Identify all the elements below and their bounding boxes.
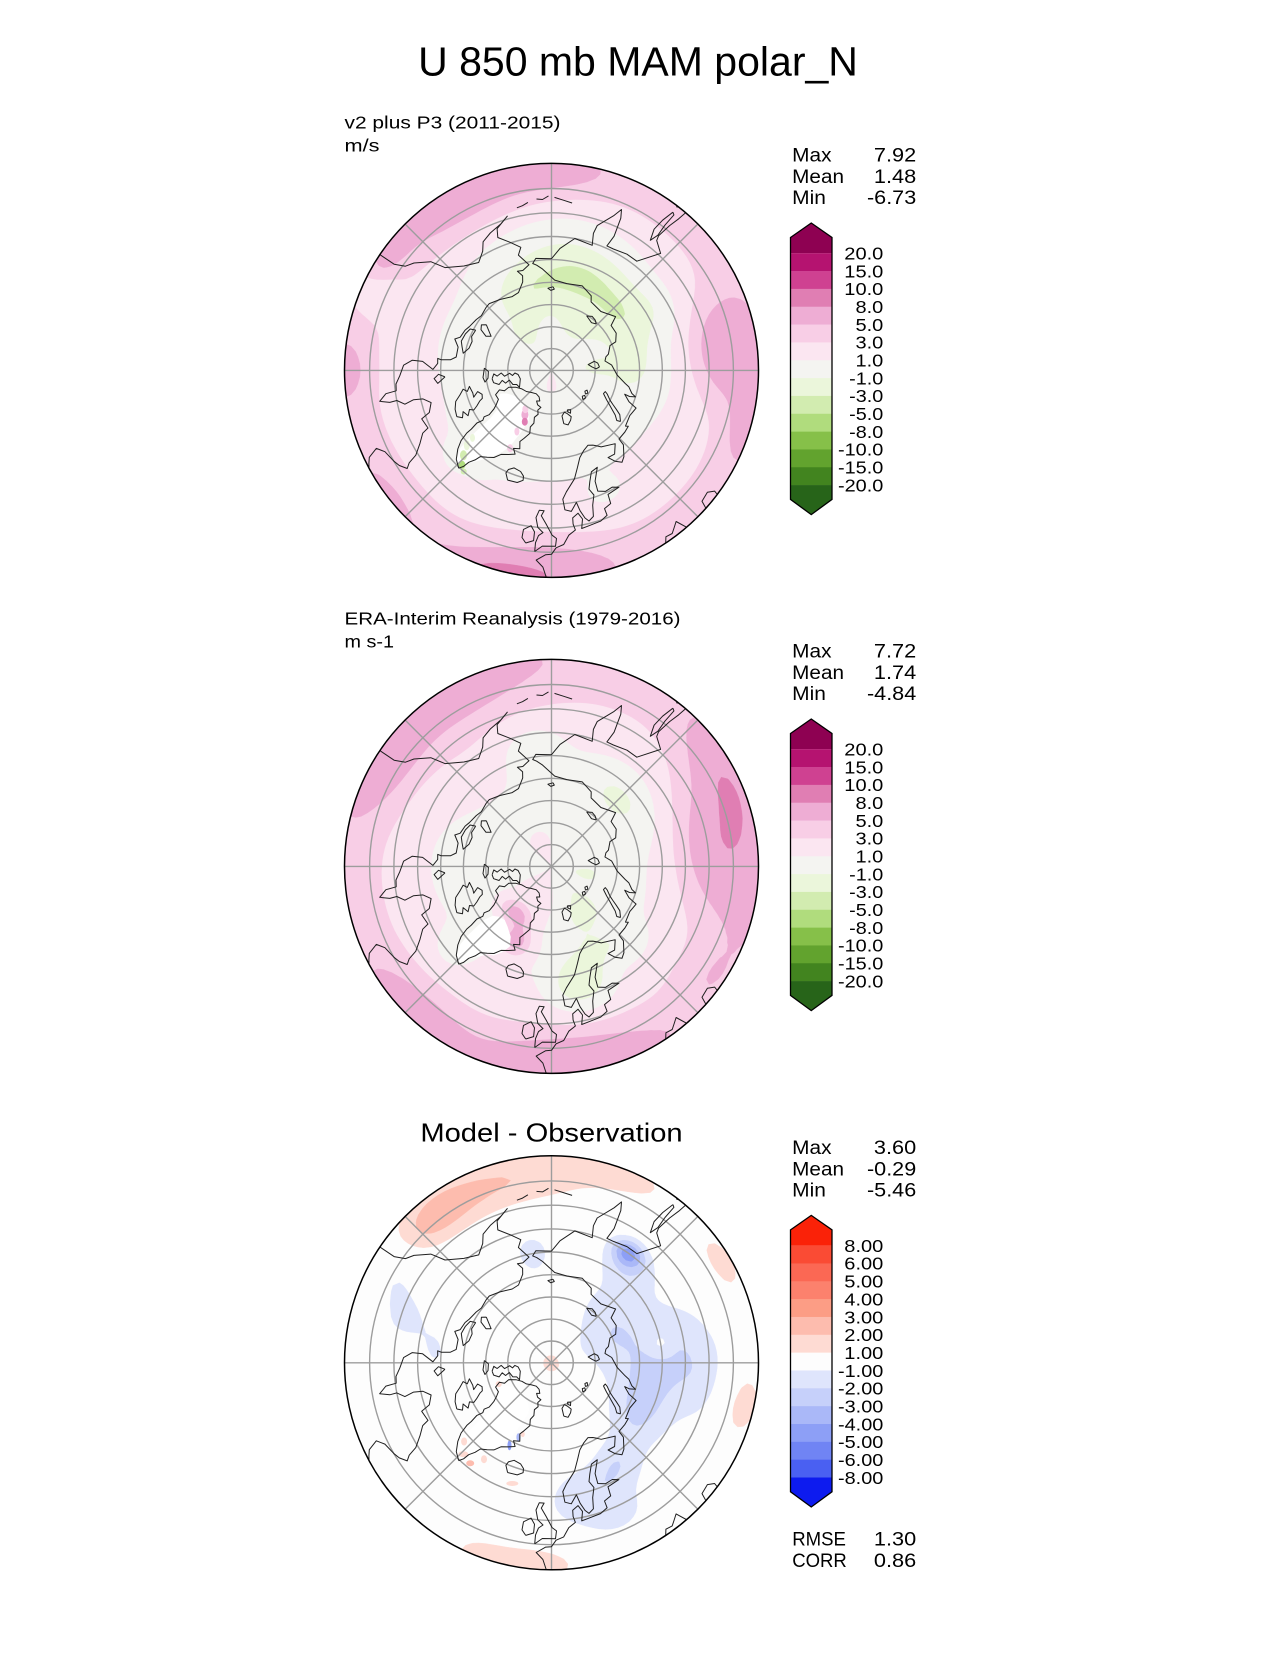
svg-text:-2.00: -2.00 <box>838 1379 884 1399</box>
svg-text:15.0: 15.0 <box>844 261 883 281</box>
svg-text:3.0: 3.0 <box>856 829 884 849</box>
svg-text:3.60: 3.60 <box>874 1138 916 1159</box>
svg-text:1.0: 1.0 <box>856 351 884 371</box>
svg-text:-8.0: -8.0 <box>849 918 883 938</box>
svg-text:Min: Min <box>792 1181 826 1202</box>
svg-text:10.0: 10.0 <box>844 279 883 299</box>
svg-text:-1.00: -1.00 <box>838 1361 884 1381</box>
svg-text:-6.73: -6.73 <box>867 188 916 209</box>
svg-text:1.30: 1.30 <box>874 1530 916 1551</box>
svg-text:-0.29: -0.29 <box>867 1159 916 1180</box>
svg-text:-3.00: -3.00 <box>838 1397 884 1417</box>
svg-text:-1.0: -1.0 <box>849 864 883 884</box>
svg-text:-5.0: -5.0 <box>849 404 883 424</box>
svg-text:-5.0: -5.0 <box>849 900 883 920</box>
svg-text:-4.00: -4.00 <box>838 1414 884 1434</box>
svg-text:7.72: 7.72 <box>874 642 916 663</box>
svg-text:-10.0: -10.0 <box>838 936 884 956</box>
svg-text:8.0: 8.0 <box>856 297 884 317</box>
svg-text:6.00: 6.00 <box>844 1254 883 1274</box>
svg-text:CORR: CORR <box>792 1551 847 1572</box>
svg-text:-15.0: -15.0 <box>838 458 884 478</box>
svg-text:3.00: 3.00 <box>844 1307 883 1327</box>
svg-text:-5.00: -5.00 <box>838 1432 884 1452</box>
svg-text:Min: Min <box>792 188 826 209</box>
svg-text:Min: Min <box>792 684 826 705</box>
svg-text:1.0: 1.0 <box>856 847 884 867</box>
svg-text:-8.00: -8.00 <box>838 1468 884 1488</box>
svg-text:Max: Max <box>792 1138 832 1159</box>
svg-text:m s-1: m s-1 <box>345 632 395 652</box>
svg-text:Max: Max <box>792 642 832 663</box>
svg-text:Mean: Mean <box>792 1159 844 1180</box>
svg-text:RMSE: RMSE <box>792 1530 846 1551</box>
svg-text:8.0: 8.0 <box>856 793 884 813</box>
svg-text:Model - Observation: Model - Observation <box>420 1117 682 1147</box>
svg-text:15.0: 15.0 <box>844 757 883 777</box>
svg-text:-1.0: -1.0 <box>849 368 883 388</box>
svg-text:Max: Max <box>792 146 832 167</box>
svg-text:7.92: 7.92 <box>874 146 916 167</box>
svg-text:-6.00: -6.00 <box>838 1450 884 1470</box>
svg-text:20.0: 20.0 <box>844 244 883 264</box>
svg-text:5.0: 5.0 <box>856 315 884 335</box>
svg-text:5.00: 5.00 <box>844 1272 883 1292</box>
svg-text:0.86: 0.86 <box>874 1551 916 1572</box>
svg-text:-4.84: -4.84 <box>867 684 917 705</box>
svg-text:3.0: 3.0 <box>856 333 884 353</box>
svg-text:-20.0: -20.0 <box>838 971 884 991</box>
svg-text:-3.0: -3.0 <box>849 386 883 406</box>
svg-text:m/s: m/s <box>345 136 380 156</box>
svg-text:20.0: 20.0 <box>844 740 883 760</box>
svg-text:-20.0: -20.0 <box>838 475 884 495</box>
svg-text:v2 plus P3 (2011-2015): v2 plus P3 (2011-2015) <box>345 113 561 133</box>
svg-text:ERA-Interim Reanalysis (1979-2: ERA-Interim Reanalysis (1979-2016) <box>345 609 681 629</box>
svg-text:Mean: Mean <box>792 663 844 684</box>
svg-text:1.48: 1.48 <box>874 167 916 188</box>
svg-text:5.0: 5.0 <box>856 811 884 831</box>
svg-text:8.00: 8.00 <box>844 1236 883 1256</box>
svg-text:-15.0: -15.0 <box>838 954 884 974</box>
svg-text:-3.0: -3.0 <box>849 882 883 902</box>
svg-text:1.74: 1.74 <box>874 663 917 684</box>
svg-text:-10.0: -10.0 <box>838 440 884 460</box>
svg-text:10.0: 10.0 <box>844 775 883 795</box>
svg-text:-8.0: -8.0 <box>849 422 883 442</box>
svg-text:Mean: Mean <box>792 167 844 188</box>
svg-text:2.00: 2.00 <box>844 1325 883 1345</box>
svg-text:U 850 mb MAM polar_N: U 850 mb MAM polar_N <box>418 39 858 85</box>
svg-text:1.00: 1.00 <box>844 1343 883 1363</box>
svg-text:-5.46: -5.46 <box>867 1181 916 1202</box>
svg-text:4.00: 4.00 <box>844 1289 883 1309</box>
